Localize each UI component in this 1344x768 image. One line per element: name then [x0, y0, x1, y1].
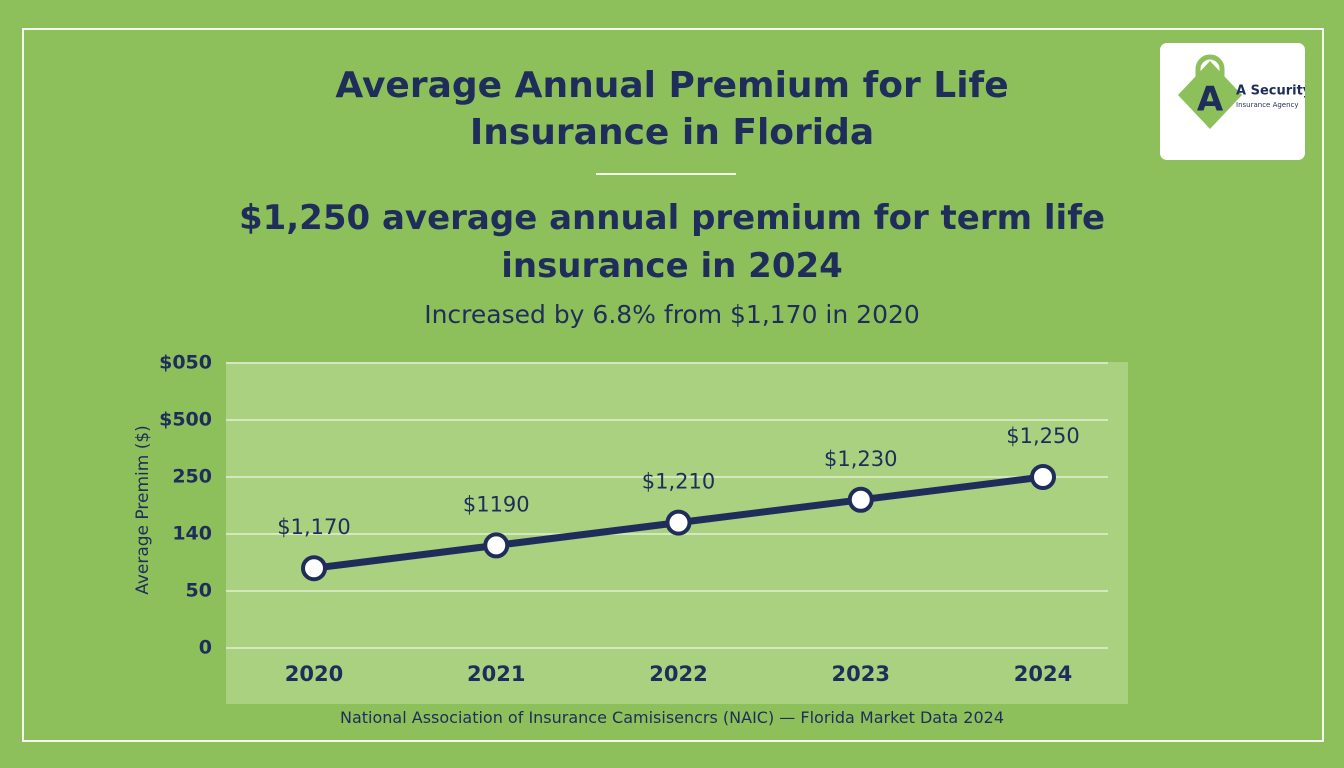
y-tick-label: $050: [159, 352, 212, 374]
y-tick-label: 250: [172, 466, 212, 488]
y-axis-title: Average Premim ($): [133, 425, 153, 595]
x-tick-label: 2020: [285, 662, 343, 686]
marker: [847, 486, 874, 513]
y-tick-label: 0: [199, 637, 212, 659]
source: National Association of Insurance Camisi…: [339, 708, 1004, 727]
logo-name: A Security: [1236, 84, 1305, 99]
chart-subtitle: $1,250 average annual premium for term l…: [238, 198, 1106, 286]
x-tick-label: 2022: [649, 662, 707, 686]
data-label: $1,230: [824, 447, 897, 471]
marker: [301, 555, 327, 582]
marker: [1030, 464, 1056, 490]
y-tick-label: 50: [186, 580, 212, 602]
data-label: $1190: [463, 492, 530, 516]
divider: [596, 173, 736, 175]
logo-mark: A A Security Insurance Agency: [1178, 54, 1305, 129]
data-label: $1,210: [642, 470, 715, 494]
logo: A A Security Insurance Agency: [1160, 43, 1305, 160]
x-tick-label: 2024: [1014, 662, 1072, 686]
marker: [665, 509, 692, 536]
annotation: Increased by 6.8% from $1,170 in 2020: [424, 300, 920, 329]
logo-tagline: Insurance Agency: [1236, 101, 1299, 109]
chart-title: Average Annual Premium for Life Insuranc…: [335, 65, 1009, 153]
data-label: $1,250: [1006, 424, 1079, 448]
frame: [22, 28, 1324, 742]
data-label: $1,170: [277, 515, 350, 539]
marker: [483, 532, 510, 559]
y-tick-label: 140: [172, 523, 212, 545]
svg-text:A: A: [1197, 80, 1224, 120]
x-tick-label: 2021: [467, 662, 525, 686]
x-tick-label: 2023: [832, 662, 890, 686]
y-tick-label: $500: [159, 409, 212, 431]
